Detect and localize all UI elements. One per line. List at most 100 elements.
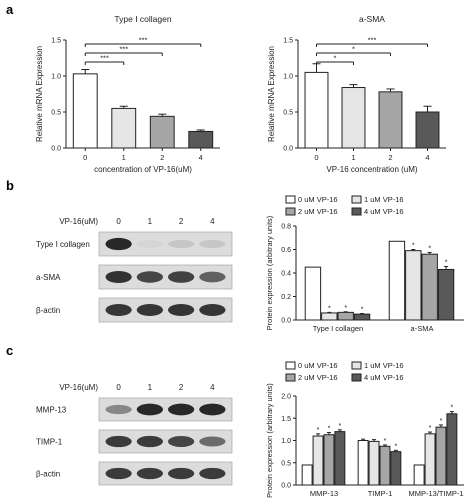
legend-label: 4 uM VP-16	[364, 207, 404, 216]
significance-marker: ***	[139, 36, 148, 45]
significance-marker: *	[339, 423, 342, 430]
blot-band	[168, 271, 195, 283]
bar	[379, 445, 391, 486]
blot-band	[199, 304, 226, 316]
significance-marker: *	[395, 443, 398, 450]
y-tick-label: 0.6	[281, 247, 291, 254]
y-tick-label: 1.5	[51, 38, 61, 45]
blot-lane-label: 2	[179, 217, 184, 226]
significance-marker: ***	[119, 45, 128, 54]
legend-label: 4 uM VP-16	[364, 373, 404, 382]
legend-swatch	[351, 207, 362, 216]
blot-band	[105, 467, 132, 480]
y-tick-label: 0.5	[283, 110, 293, 117]
x-tick-label: Type I collagen	[313, 324, 363, 333]
bar	[337, 311, 354, 321]
blot-band	[199, 403, 226, 416]
blot-header-label: VP-16(uM)	[59, 383, 98, 392]
significance-marker: *	[445, 260, 448, 267]
bar	[405, 250, 422, 321]
bar	[415, 111, 440, 149]
legend-swatch	[351, 361, 362, 370]
blot-band	[136, 240, 163, 248]
legend-label: 1 uM VP-16	[364, 195, 404, 204]
legend-swatch	[285, 373, 296, 382]
blot-lane-label: 4	[210, 217, 215, 226]
x-tick-label: 2	[160, 153, 164, 162]
bar	[357, 440, 369, 486]
significance-marker: *	[429, 425, 432, 432]
bar	[378, 91, 403, 149]
significance-marker: *	[428, 245, 431, 252]
y-tick-label: 0.8	[281, 224, 291, 231]
blot-row-label: MMP-13	[36, 406, 67, 415]
y-tick-label: 1.5	[281, 416, 291, 423]
blot-lane-label: 4	[210, 383, 215, 392]
blot-lane-label: 1	[148, 217, 153, 226]
legend-swatch	[351, 373, 362, 382]
bar	[368, 440, 380, 486]
bar	[111, 107, 137, 149]
blot-lane-label: 0	[116, 217, 121, 226]
bar	[437, 268, 455, 321]
bar	[188, 130, 214, 149]
bar	[341, 87, 366, 149]
significance-marker: *	[361, 307, 364, 314]
bar	[353, 313, 371, 321]
blot-band	[105, 237, 132, 251]
legend-label: 0 uM VP-16	[298, 361, 338, 370]
x-tick-label: 1	[122, 153, 126, 162]
x-axis-label: concentration of VP-16(uM)	[94, 165, 192, 174]
legend-swatch	[351, 195, 362, 204]
blot-band	[105, 271, 132, 283]
legend-label: 2 uM VP-16	[298, 207, 338, 216]
bar	[435, 426, 447, 486]
x-tick-label: MMP-13/TIMP-1	[408, 489, 463, 498]
blot-row-label: β-actin	[36, 470, 60, 479]
bar	[301, 464, 313, 486]
y-tick-label: 1.0	[281, 438, 291, 445]
panel-label-c: c	[6, 343, 13, 358]
significance-marker: *	[328, 425, 331, 432]
x-tick-label: 0	[314, 153, 318, 162]
y-axis-label: Relative mRNA Expression	[35, 46, 44, 142]
significance-marker: *	[344, 305, 347, 312]
blot-band	[136, 467, 163, 480]
blot-band	[199, 239, 226, 249]
blot-row-label: β-actin	[36, 306, 60, 315]
blot-band	[168, 467, 195, 480]
panel-label-a: a	[6, 2, 14, 17]
blot-strip	[98, 461, 233, 486]
significance-marker: *	[412, 243, 415, 250]
bar	[421, 253, 438, 321]
blot-lane-label: 2	[179, 383, 184, 392]
blot-band	[168, 304, 195, 316]
significance-marker: *	[440, 418, 443, 425]
significance-marker: *	[334, 54, 337, 63]
blot-band	[136, 304, 163, 316]
x-axis-label: VP-16 concentration (uM)	[326, 165, 417, 174]
blot-band	[168, 239, 195, 249]
x-tick-label: MMP-13	[310, 489, 338, 498]
blot-band	[199, 271, 226, 283]
bar	[388, 240, 406, 321]
bar	[413, 464, 425, 486]
significance-marker: ***	[368, 36, 377, 45]
bar	[312, 435, 324, 486]
blot-strip	[98, 429, 233, 454]
y-tick-label: 0.5	[281, 460, 291, 467]
legend-swatch	[285, 195, 296, 204]
y-tick-label: 0.4	[281, 271, 291, 278]
blot-band	[136, 271, 163, 283]
bar	[321, 312, 338, 321]
blot-lane-label: 0	[116, 383, 121, 392]
y-axis-label: Protein expression (arbitrary units)	[265, 383, 274, 498]
panel-label-b: b	[6, 178, 14, 193]
blot-band	[199, 467, 226, 480]
y-tick-label: 2.0	[281, 394, 291, 401]
y-tick-label: 0.0	[281, 483, 291, 490]
bar	[424, 433, 436, 486]
blot-band	[168, 435, 195, 448]
blot-row-label: TIMP-1	[36, 438, 63, 447]
